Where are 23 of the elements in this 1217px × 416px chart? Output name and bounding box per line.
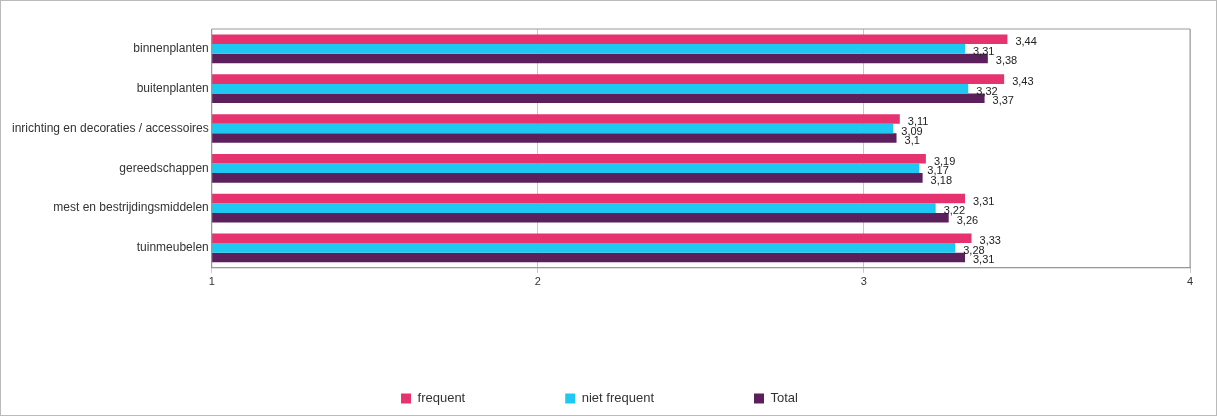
y-tick-label: mest en bestrijdingsmiddelen xyxy=(53,200,209,215)
x-tick-label: 1 xyxy=(208,275,215,288)
data-label: 3,31 xyxy=(973,194,995,207)
y-tick-label: inrichting en decoraties / accessoires xyxy=(12,120,209,135)
y-tick-label: tuinmeubelen xyxy=(136,240,209,255)
legend-label: frequent xyxy=(417,390,466,406)
y-tick-label: buitenplanten xyxy=(136,81,209,96)
data-label: 3,19 xyxy=(933,154,956,167)
y-tick-label: binnenplanten xyxy=(133,41,209,56)
legend-label: niet frequent xyxy=(581,390,655,406)
x-tick-label: 4 xyxy=(1186,275,1194,288)
x-tick-label: 3 xyxy=(860,275,867,288)
data-label: 3,31 xyxy=(973,253,995,266)
data-label: 3,44 xyxy=(1015,35,1037,48)
legend-label: Total xyxy=(770,390,799,406)
data-label: 3,31 xyxy=(973,44,995,57)
data-label: 3,38 xyxy=(995,54,1018,67)
data-label: 3,43 xyxy=(1012,75,1034,88)
y-tick-label: gereedschappen xyxy=(119,160,209,175)
data-label: 3,1 xyxy=(904,134,920,147)
data-label: 3,11 xyxy=(907,114,929,127)
data-label: 3,37 xyxy=(992,94,1014,107)
x-tick-label: 2 xyxy=(534,275,541,288)
